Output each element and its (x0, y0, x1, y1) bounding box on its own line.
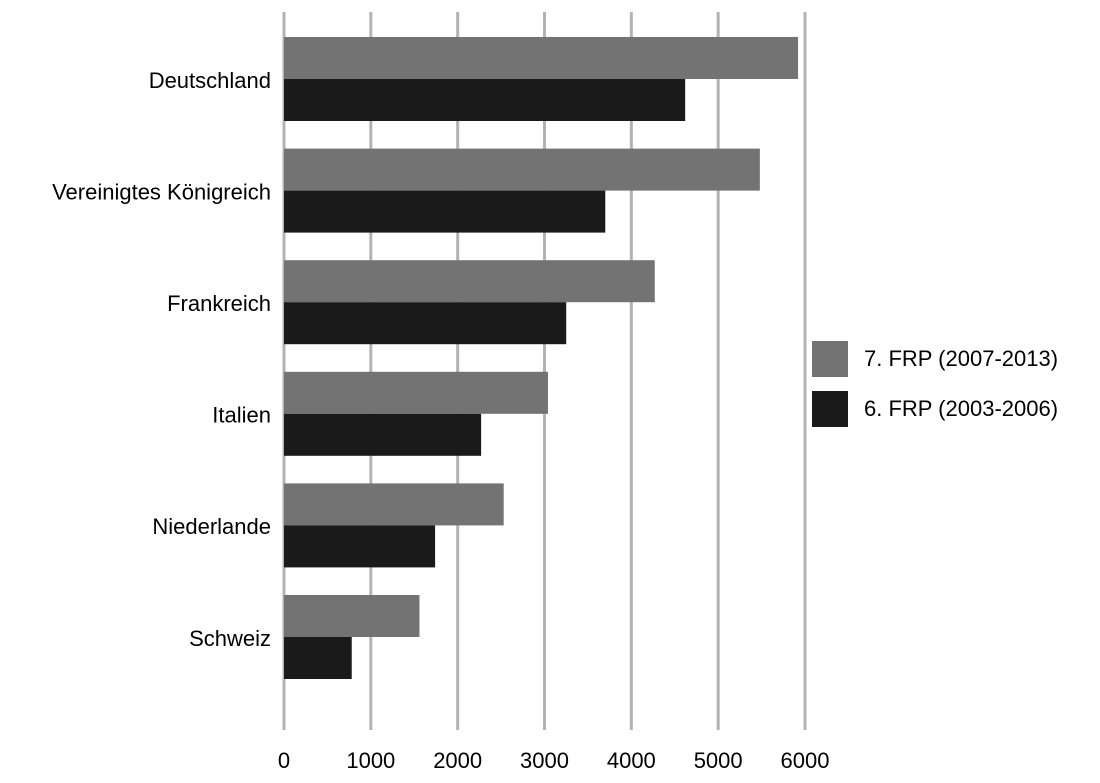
category-label: Schweiz (189, 626, 271, 651)
x-tick-label: 6000 (781, 748, 830, 773)
x-tick-label: 4000 (607, 748, 656, 773)
category-label: Frankreich (167, 291, 271, 316)
bar-frp6 (284, 637, 352, 679)
legend-swatch (812, 341, 848, 377)
x-tick-label: 1000 (346, 748, 395, 773)
category-label: Niederlande (152, 514, 271, 539)
category-labels: Deutschland Vereinigtes Königreich Frankre… (52, 68, 271, 651)
bar-frp7 (284, 37, 799, 79)
x-tick-label: 0 (278, 748, 290, 773)
bar-frp6 (284, 190, 606, 233)
bar-frp7 (284, 595, 420, 637)
legend-swatch (812, 391, 848, 427)
bar-frp6 (284, 413, 482, 456)
bar-frp7 (284, 371, 548, 414)
category-label: Deutschland (149, 68, 271, 93)
bar-frp7 (284, 148, 760, 191)
bar-frp6 (284, 79, 686, 121)
x-tick-label: 5000 (694, 748, 743, 773)
category-label: Italien (212, 403, 271, 428)
x-tick-labels: 0 1000 2000 3000 4000 5000 6000 (278, 748, 830, 773)
category-label: Vereinigtes Königreich (52, 179, 271, 204)
legend-label: 6. FRP (2003-2006) (864, 396, 1058, 421)
legend-label: 7. FRP (2007-2013) (864, 346, 1058, 371)
x-tick-label: 2000 (433, 748, 482, 773)
bar-frp6 (284, 302, 567, 345)
bar-frp7 (284, 483, 504, 526)
gridlines (282, 12, 807, 730)
x-tick-label: 3000 (520, 748, 569, 773)
legend: 7. FRP (2007-2013) 6. FRP (2003-2006) (812, 341, 1058, 427)
bar-frp6 (284, 525, 436, 568)
bar-frp7 (284, 260, 655, 303)
bars (284, 37, 799, 679)
